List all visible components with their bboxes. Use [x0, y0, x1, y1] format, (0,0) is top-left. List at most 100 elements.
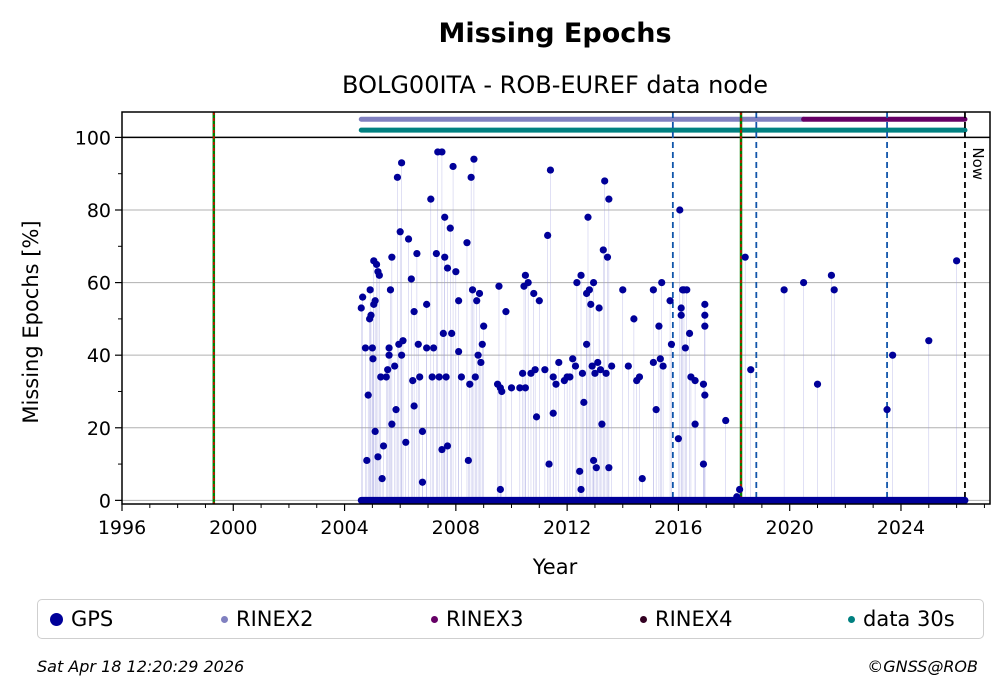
gps-data-point — [498, 387, 506, 396]
gps-data-point — [602, 369, 610, 377]
gps-data-point — [830, 286, 838, 294]
legend-label-rinex2: RINEX2 — [236, 607, 314, 631]
gps-data-point — [889, 351, 897, 359]
gps-data-point — [594, 358, 602, 367]
gps-data-point — [357, 304, 365, 312]
gps-data-point — [677, 304, 685, 312]
gps-data-point — [569, 355, 577, 363]
gps-data-point — [375, 271, 383, 279]
gps-data-point — [605, 464, 613, 472]
gps-data-point — [363, 456, 371, 465]
x-tick-label: 2000 — [209, 517, 257, 539]
gps-data-point — [470, 155, 478, 163]
gps-data-point — [813, 380, 822, 388]
gps-data-point — [502, 308, 510, 316]
gps-data-point — [388, 253, 396, 261]
gps-data-point — [418, 427, 427, 436]
gps-data-point — [414, 340, 422, 348]
gps-data-point — [418, 478, 427, 486]
x-axis-label: Year — [532, 555, 578, 579]
gps-data-point — [402, 438, 410, 446]
gps-data-point — [638, 474, 646, 483]
gps-data-point — [544, 231, 552, 240]
gps-data-point — [736, 485, 744, 494]
gps-data-point — [649, 358, 657, 367]
gps-data-point — [624, 362, 632, 370]
gps-data-point — [571, 362, 580, 370]
gps-data-point — [516, 384, 524, 392]
gps-data-point — [367, 311, 375, 319]
gps-data-point — [589, 456, 598, 465]
gps-data-point — [446, 224, 454, 232]
gps-data-point — [555, 358, 563, 367]
legend-marker-gps — [50, 612, 63, 626]
gps-data-point — [596, 366, 605, 374]
gps-data-point — [495, 282, 503, 290]
gps-data-point — [438, 148, 446, 156]
gps-data-point — [467, 173, 475, 181]
gps-data-point — [442, 373, 450, 381]
gps-data-point — [396, 228, 404, 236]
gps-data-point — [545, 460, 553, 468]
gps-data-point — [435, 373, 443, 381]
y-axis-label: Missing Epochs [%] — [19, 220, 43, 423]
gps-data-point — [827, 271, 836, 279]
gps-data-point — [666, 297, 674, 305]
gps-data-point — [658, 278, 666, 287]
gps-data-point — [457, 373, 466, 381]
plot-area: Now 0 20 40 60 80 100 1996 2000 2004 2008 2012 2016 2… — [75, 111, 991, 539]
gps-data-point — [374, 453, 382, 461]
gps-data-point — [473, 297, 481, 305]
gps-data-point — [359, 293, 367, 301]
gps-data-point — [701, 322, 709, 330]
gps-data-point — [655, 322, 663, 330]
gps-data-point — [385, 351, 393, 359]
gps-data-point — [521, 384, 529, 392]
gps-data-point — [635, 373, 644, 381]
x-tick-label: 2024 — [877, 517, 925, 539]
gps-data-point — [524, 278, 532, 287]
gps-data-point — [409, 376, 417, 385]
gps-data-point — [649, 286, 657, 294]
gps-data-point — [549, 409, 557, 417]
x-tick-label: 2020 — [766, 517, 814, 539]
legend-label-gps: GPS — [71, 607, 114, 631]
gps-data-point — [393, 173, 402, 181]
legend-label-rinex4: RINEX4 — [655, 607, 733, 631]
gps-data-point — [464, 456, 472, 465]
gps-data-point — [691, 376, 699, 385]
gps-data-point — [780, 286, 788, 294]
gps-data-point — [448, 329, 456, 338]
gps-data-point — [441, 253, 449, 261]
gps-data-point — [608, 362, 616, 370]
gps-data-point — [800, 278, 808, 287]
gps-data-point — [441, 213, 449, 221]
y-tick-label: 80 — [87, 200, 111, 222]
legend-item-rinex3: RINEX3 — [431, 600, 524, 638]
gps-data-point — [427, 195, 435, 203]
gps-data-point — [598, 420, 606, 428]
gps-data-point — [416, 373, 424, 381]
gps-data-point — [566, 373, 574, 381]
gps-data-point — [423, 344, 431, 352]
gps-data-point — [722, 416, 730, 425]
gps-data-point — [588, 362, 596, 370]
gps-data-point — [439, 329, 447, 338]
x-tick-label: 1996 — [98, 517, 146, 539]
legend-label-rinex3: RINEX3 — [446, 607, 524, 631]
gps-data-point — [428, 373, 436, 381]
gps-data-point — [507, 384, 516, 392]
gps-data-point — [577, 485, 585, 494]
plot-frame — [121, 111, 991, 505]
gps-data-point — [652, 406, 660, 414]
gps-data-point — [701, 311, 709, 319]
gps-data-point — [407, 275, 415, 283]
y-tick-label: 0 — [99, 490, 111, 512]
gps-data-point — [953, 257, 961, 265]
gps-data-point — [397, 159, 406, 167]
gps-data-point — [605, 195, 613, 203]
gps-data-point — [541, 366, 549, 374]
gps-data-point — [382, 373, 390, 381]
gps-data-point — [659, 362, 667, 370]
